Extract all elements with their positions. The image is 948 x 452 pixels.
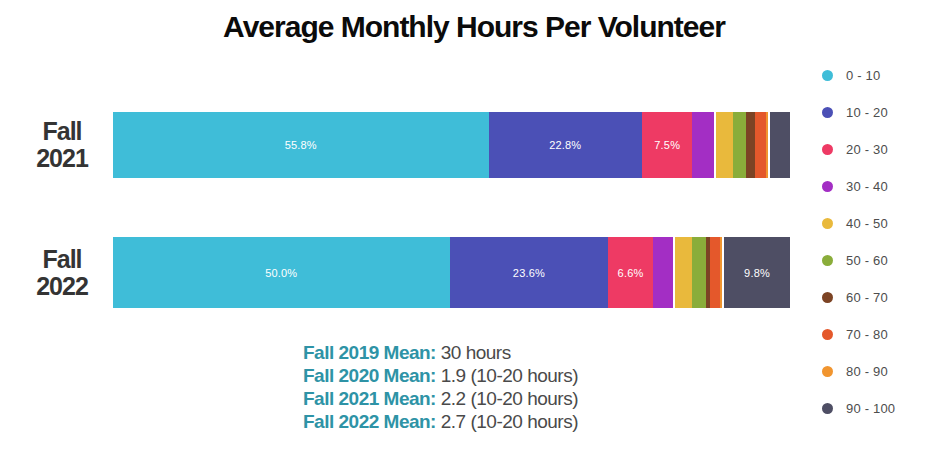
mean-value: 30 hours — [441, 342, 511, 363]
legend-item-60-70: 60 - 70 — [822, 279, 895, 316]
bar-segment-20-30: 7.5% — [642, 112, 692, 178]
legend-item-30-40: 30 - 40 — [822, 168, 895, 205]
legend-dot-icon — [822, 255, 833, 266]
legend-dot-icon — [822, 403, 833, 414]
bar-segment-30-40 — [653, 237, 673, 308]
legend-range-label: 80 - 90 — [846, 364, 888, 379]
legend-range-label: 30 - 40 — [846, 179, 888, 194]
legend-range-label: 10 - 20 — [846, 105, 888, 120]
segment-value-label: 6.6% — [618, 267, 644, 279]
legend-dot-icon — [822, 366, 833, 377]
bar-segment-40-50 — [714, 112, 733, 178]
legend-item-0-10: 0 - 10 — [822, 57, 895, 94]
legend-dot-icon — [822, 70, 833, 81]
bar-segment-50-60 — [692, 237, 706, 308]
chart-legend: 0 - 10 10 - 20 20 - 30 30 - 40 40 - 50 50 - 6… — [822, 57, 895, 427]
segment-value-label: 23.6% — [513, 267, 545, 279]
legend-range-label: 60 - 70 — [846, 290, 888, 305]
legend-item-40-50: 40 - 50 — [822, 205, 895, 242]
segment-value-label: 50.0% — [265, 267, 297, 279]
category-label-line: 2022 — [36, 273, 88, 300]
legend-item-80-90: 80 - 90 — [822, 353, 895, 390]
bar-segment-30-40 — [692, 112, 714, 178]
bar-row-fall-2021: Fall2021 55.8% 22.8% 7.5% — [0, 112, 948, 178]
category-label-line: Fall — [42, 246, 81, 273]
segment-value-label: 7.5% — [654, 139, 680, 151]
chart-title: Average Monthly Hours Per Volunteer — [0, 10, 948, 44]
mean-value: 1.9 (10-20 hours) — [441, 365, 578, 386]
mean-line: Fall 2022 Mean: 2.7 (10-20 hours) — [303, 410, 578, 433]
legend-range-label: 20 - 30 — [846, 142, 888, 157]
bar-category-label-fall-2021: Fall2021 — [18, 112, 106, 178]
legend-range-label: 70 - 80 — [846, 327, 888, 342]
bar-segment-60-70 — [746, 112, 755, 178]
bar-segment-40-50 — [673, 237, 692, 308]
chart-canvas: Average Monthly Hours Per Volunteer Fall… — [0, 0, 948, 452]
legend-dot-icon — [822, 329, 833, 340]
bar-row-fall-2022: Fall2022 50.0% 23.6% 6.6% 9.8% — [0, 237, 948, 308]
mean-line: Fall 2021 Mean: 2.2 (10-20 hours) — [303, 387, 578, 410]
bar-segment-10-20: 22.8% — [489, 112, 642, 178]
bar-segment-0-10: 50.0% — [113, 237, 450, 308]
mean-line: Fall 2019 Mean: 30 hours — [303, 341, 578, 364]
legend-item-20-30: 20 - 30 — [822, 131, 895, 168]
legend-dot-icon — [822, 292, 833, 303]
legend-dot-icon — [822, 218, 833, 229]
legend-range-label: 50 - 60 — [846, 253, 888, 268]
bar-segment-20-30: 6.6% — [608, 237, 652, 308]
legend-range-label: 0 - 10 — [846, 68, 880, 83]
bar-segment-70-80 — [710, 237, 720, 308]
legend-item-50-60: 50 - 60 — [822, 242, 895, 279]
bar-segment-70-80 — [755, 112, 766, 178]
bar-category-label-fall-2022: Fall2022 — [18, 237, 106, 308]
mean-label: Fall 2022 Mean: — [303, 411, 441, 432]
mean-label: Fall 2019 Mean: — [303, 342, 441, 363]
category-label-line: 2021 — [36, 145, 88, 172]
mean-line: Fall 2020 Mean: 1.9 (10-20 hours) — [303, 364, 578, 387]
legend-item-90-100: 90 - 100 — [822, 390, 895, 427]
mean-label: Fall 2021 Mean: — [303, 388, 441, 409]
legend-range-label: 90 - 100 — [846, 401, 895, 416]
means-text-block: Fall 2019 Mean: 30 hoursFall 2020 Mean: … — [303, 341, 578, 433]
mean-value: 2.2 (10-20 hours) — [441, 388, 578, 409]
mean-label: Fall 2020 Mean: — [303, 365, 441, 386]
legend-item-70-80: 70 - 80 — [822, 316, 895, 353]
bar-segment-0-10: 55.8% — [113, 112, 489, 178]
bar-segment-10-20: 23.6% — [450, 237, 609, 308]
legend-dot-icon — [822, 181, 833, 192]
bar-segment-90-100: 9.8% — [722, 237, 790, 308]
stacked-bar-fall-2022: 50.0% 23.6% 6.6% 9.8% — [113, 237, 790, 308]
bar-segment-90-100 — [768, 112, 790, 178]
segment-value-label: 22.8% — [549, 139, 581, 151]
segment-value-label: 55.8% — [285, 139, 317, 151]
category-label-line: Fall — [42, 118, 81, 145]
segment-value-label: 9.8% — [744, 267, 770, 279]
stacked-bar-fall-2021: 55.8% 22.8% 7.5% — [113, 112, 790, 178]
mean-value: 2.7 (10-20 hours) — [441, 411, 578, 432]
legend-range-label: 40 - 50 — [846, 216, 888, 231]
legend-dot-icon — [822, 144, 833, 155]
legend-item-10-20: 10 - 20 — [822, 94, 895, 131]
legend-dot-icon — [822, 107, 833, 118]
bar-segment-50-60 — [733, 112, 746, 178]
